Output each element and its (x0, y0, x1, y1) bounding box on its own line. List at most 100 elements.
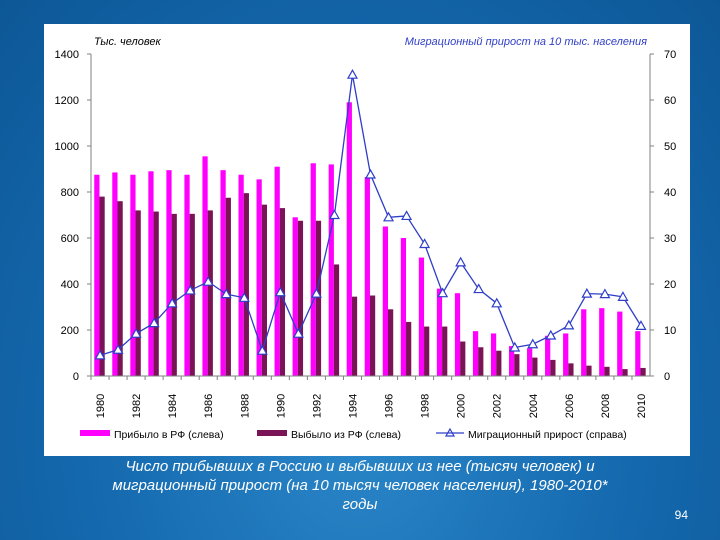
caption-line-3: годы (342, 496, 378, 513)
bar-arrivals (545, 335, 551, 376)
left-tick-label: 1400 (55, 49, 79, 61)
left-tick-label: 600 (61, 233, 79, 245)
bar-departures (153, 211, 159, 376)
bar-arrivals (400, 238, 407, 376)
bar-arrivals (220, 170, 226, 376)
migration-point (112, 344, 124, 354)
legend-swatch-arrivals (80, 430, 110, 436)
migration-point (563, 319, 575, 330)
right-axis-title: Миграционный прирост на 10 тыс. населени… (405, 36, 647, 48)
legend-swatch-departures (257, 430, 287, 436)
bar-arrivals (617, 311, 623, 376)
legend: Прибыло в РФ (слева) Выбыло из РФ (слева… (80, 427, 627, 441)
bar-arrivals (527, 348, 533, 376)
caption-line-2: миграционный прирост (на 10 тысяч челове… (112, 477, 608, 494)
x-tick-label: 2006 (564, 394, 576, 418)
bar-arrivals (148, 171, 154, 376)
bar-arrivals (382, 226, 388, 376)
chart-panel: 0 200 400 600 800 1000 1200 1400 0 10 20 30 40 50 60 70… (44, 24, 690, 456)
bar-arrivals (418, 257, 425, 376)
bar-departures (99, 196, 105, 376)
bar-arrivals (364, 177, 370, 376)
slide-caption: Число прибывших в Россию и выбывших из н… (40, 457, 680, 514)
bar-arrivals (346, 102, 352, 377)
x-tick-label: 1992 (311, 394, 323, 418)
migration-point (455, 256, 467, 267)
bar-arrivals (310, 163, 316, 376)
left-tick-label: 0 (73, 371, 79, 383)
migration-point (401, 210, 413, 221)
migration-point (94, 349, 106, 360)
bar-departures (207, 210, 213, 376)
migration-point (545, 329, 557, 340)
bar-departures (568, 363, 574, 376)
migration-point (256, 344, 268, 355)
bar-arrivals (472, 331, 479, 376)
bar-departures (406, 321, 412, 376)
bar-arrivals (202, 156, 208, 376)
bar-departures (442, 326, 448, 376)
bar-departures (297, 220, 304, 376)
bar-arrivals (599, 308, 605, 376)
bar-departures (315, 220, 322, 376)
bar-arrivals (454, 293, 461, 376)
x-tick-label: 2010 (636, 394, 648, 418)
migration-point (419, 238, 431, 249)
right-tick-label: 50 (664, 141, 676, 153)
bar-departures (622, 369, 628, 376)
x-tick-label: 2000 (456, 394, 468, 418)
bar-arrivals (274, 166, 280, 376)
bar-arrivals (635, 331, 641, 376)
bar-arrivals (563, 333, 569, 376)
migration-point (437, 287, 449, 298)
bar-departures (424, 326, 430, 376)
bar-departures (333, 264, 340, 376)
slide-number: 94 (674, 508, 688, 522)
left-tick-label: 400 (61, 279, 79, 291)
migration-point (202, 275, 214, 286)
bar-departures (243, 193, 249, 376)
right-tick-label: 10 (664, 325, 676, 337)
migration-point (238, 292, 250, 302)
bar-arrivals (508, 346, 515, 376)
bar-departures (514, 354, 520, 376)
left-tick-label: 200 (61, 325, 79, 337)
right-tick-label: 40 (664, 187, 676, 199)
bar-arrivals (256, 179, 262, 376)
migration-point (617, 291, 629, 301)
bar-arrivals (328, 164, 334, 376)
bar-departures (189, 213, 195, 376)
bar-departures (261, 204, 267, 376)
x-tick-label: 1990 (275, 394, 287, 418)
migration-point (130, 327, 142, 338)
bar-departures (460, 341, 466, 376)
bar-departures (478, 347, 484, 376)
legend-label-migration: Миграционный прирост (справа) (468, 429, 627, 441)
migration-point (599, 288, 611, 299)
migration-point (635, 320, 647, 330)
migration-point (184, 284, 196, 295)
migration-point (292, 327, 304, 338)
migration-point (527, 338, 539, 349)
left-tick-label: 800 (61, 187, 79, 199)
right-tick-label: 20 (664, 279, 676, 291)
bar-arrivals (166, 170, 172, 376)
bar-departures (532, 357, 538, 376)
bar-arrivals (112, 172, 118, 376)
migration-point (383, 211, 395, 222)
left-axis-title: Тыс. человек (94, 36, 161, 48)
bar-departures (351, 296, 358, 376)
x-tick-label: 2004 (528, 394, 540, 418)
left-tick-label: 1000 (55, 141, 79, 153)
x-tick-label: 1996 (384, 394, 396, 418)
x-tick-label: 2008 (600, 394, 612, 418)
bar-arrivals (94, 174, 100, 376)
x-tick-label: 1994 (347, 394, 359, 418)
x-tick-label: 1982 (131, 394, 143, 418)
migration-point (581, 287, 593, 298)
bar-departures (387, 309, 394, 376)
bar-arrivals (581, 309, 587, 376)
bar-arrivals (238, 174, 244, 376)
x-tick-label: 1984 (167, 394, 179, 418)
migration-point (310, 287, 322, 298)
